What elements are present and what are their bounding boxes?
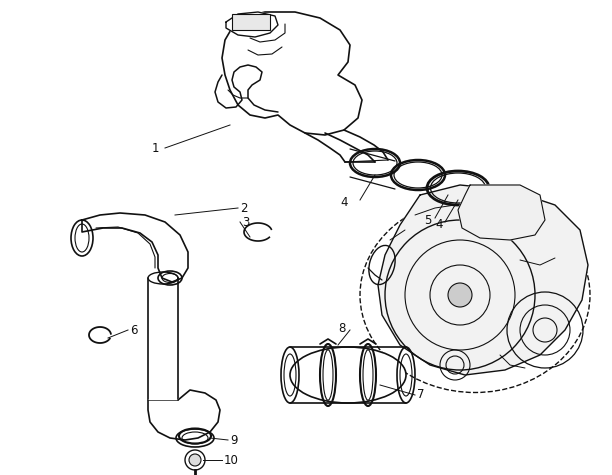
Text: 2: 2 [240, 201, 247, 215]
Text: 4: 4 [435, 218, 442, 230]
Polygon shape [458, 185, 545, 240]
Text: 1: 1 [152, 142, 160, 154]
Polygon shape [148, 390, 220, 440]
Text: 7: 7 [417, 389, 425, 401]
Text: 5: 5 [424, 213, 431, 227]
Ellipse shape [290, 347, 406, 403]
Text: 10: 10 [224, 454, 239, 466]
Text: 3: 3 [242, 216, 249, 228]
Circle shape [448, 283, 472, 307]
Polygon shape [378, 185, 588, 375]
FancyBboxPatch shape [232, 14, 270, 30]
Polygon shape [226, 12, 278, 37]
Circle shape [189, 454, 201, 466]
Polygon shape [82, 213, 188, 282]
Text: 8: 8 [338, 322, 345, 334]
Text: 6: 6 [130, 323, 138, 336]
Text: 9: 9 [230, 434, 237, 446]
Text: 4: 4 [340, 196, 348, 209]
Polygon shape [222, 12, 362, 135]
